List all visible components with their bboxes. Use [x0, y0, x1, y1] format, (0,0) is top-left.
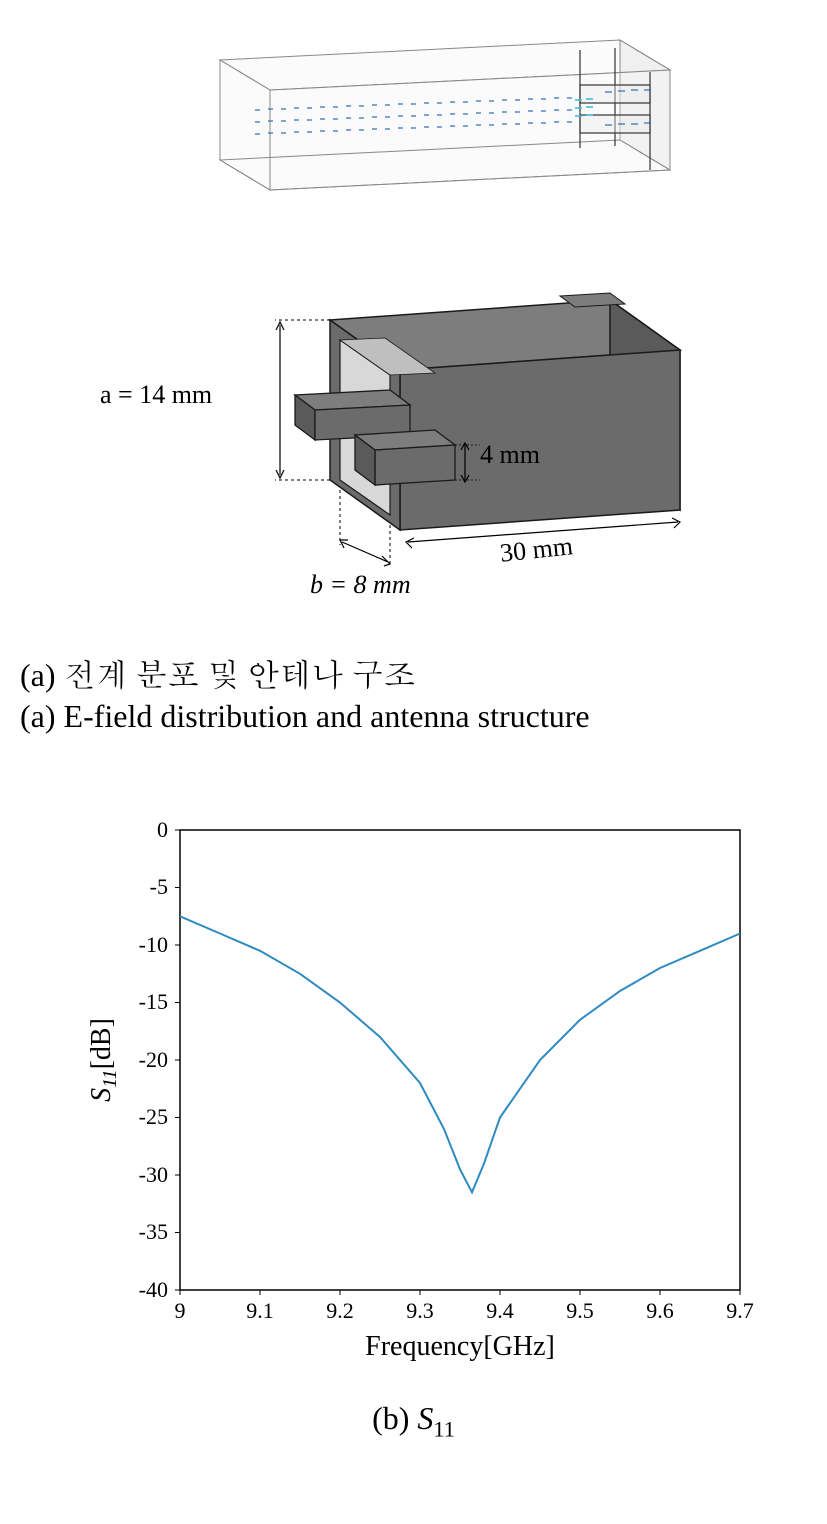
- xlabel: Frequency[GHz]: [365, 1331, 555, 1362]
- xtick-5: 9.5: [566, 1298, 594, 1323]
- caption-a-korean: (a) 전계 분포 및 안테나 구조: [20, 650, 416, 695]
- xtick-6: 9.6: [646, 1298, 674, 1323]
- antenna-structure-diagram: a = 14 mm 4 mm b = 8 mm 30 mm: [180, 280, 700, 620]
- svg-text:S11[dB]: S11[dB]: [86, 1018, 121, 1102]
- caption-b-sub: 11: [433, 1416, 455, 1441]
- waveguide-svg: [160, 30, 700, 230]
- caption-b-prefix: (b): [372, 1400, 417, 1436]
- ytick-7: -35: [139, 1219, 168, 1244]
- dim-4mm-label: 4 mm: [480, 440, 540, 470]
- ytick-8: -40: [139, 1277, 168, 1302]
- antenna-svg: [180, 280, 700, 620]
- xtick-3: 9.3: [406, 1298, 434, 1323]
- ylabel-group: S11[dB]: [86, 1018, 121, 1102]
- xtick-4: 9.4: [486, 1298, 514, 1323]
- ytick-0: 0: [157, 817, 168, 842]
- ytick-5: -25: [139, 1104, 168, 1129]
- caption-b: (b) S11: [0, 1400, 827, 1442]
- xtick-0: 9: [175, 1298, 186, 1323]
- dim-a-label: a = 14 mm: [100, 380, 212, 410]
- xtick-1: 9.1: [246, 1298, 274, 1323]
- figure-container: a = 14 mm 4 mm b = 8 mm 30 mm (a) 전계 분포 …: [0, 0, 827, 1524]
- caption-a-english: (a) E-field distribution and antenna str…: [20, 698, 590, 735]
- s11-chart-svg: 0 -5 -10 -15 -20 -25 -30 -35 -40 9 9.1 9…: [80, 810, 760, 1370]
- xtick-2: 9.2: [326, 1298, 354, 1323]
- ylabel-S: S: [86, 1088, 117, 1102]
- xtick-7: 9.7: [726, 1298, 754, 1323]
- ytick-6: -30: [139, 1162, 168, 1187]
- ytick-3: -15: [139, 989, 168, 1014]
- ytick-1: -5: [150, 874, 168, 899]
- ytick-4: -20: [139, 1047, 168, 1072]
- ylabel-unit: [dB]: [86, 1018, 117, 1069]
- waveguide-efield-diagram: [160, 30, 700, 230]
- ytick-2: -10: [139, 932, 168, 957]
- ylabel-sub: 11: [99, 1069, 121, 1088]
- s11-chart: 0 -5 -10 -15 -20 -25 -30 -35 -40 9 9.1 9…: [80, 810, 760, 1370]
- dim-b-label: b = 8 mm: [310, 570, 411, 600]
- caption-b-S: S: [417, 1400, 433, 1436]
